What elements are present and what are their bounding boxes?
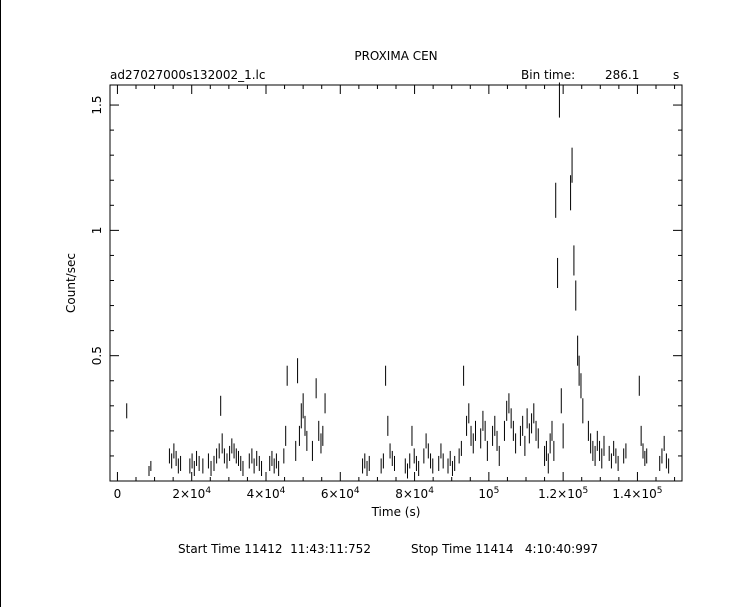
bin-time-unit: s xyxy=(673,68,679,82)
x-tick-label: 8×104 xyxy=(395,486,434,501)
footer-stop-time: Stop Time 11414 4:10:40:997 xyxy=(411,542,598,556)
bin-time-label: Bin time: xyxy=(521,68,575,82)
axis-ticks: 0 2×104 4×104 6×104 8×104 105 1.2×105 1.4×105 0.… xyxy=(90,85,682,501)
y-tick-label: 1.5 xyxy=(90,96,104,115)
x-tick-label: 105 xyxy=(478,486,499,501)
x-tick-label: 4×104 xyxy=(247,486,286,501)
x-tick-label: 2×104 xyxy=(172,486,211,501)
x-axis-label: Time (s) xyxy=(371,505,421,519)
data-points xyxy=(126,82,670,479)
x-tick-label: 1.4×105 xyxy=(612,486,662,501)
y-axis-label: Count/sec xyxy=(64,253,78,313)
footer-start-time: Start Time 11412 11:43:11:752 xyxy=(178,542,371,556)
chart-title: PROXIMA CEN xyxy=(354,49,437,63)
bin-time-value: 286.1 xyxy=(605,68,639,82)
x-tick-label: 0 xyxy=(114,487,122,501)
y-tick-label: 0.5 xyxy=(90,346,104,365)
plot-area xyxy=(109,84,683,482)
x-tick-label: 6×104 xyxy=(321,486,360,501)
x-tick-label: 1.2×105 xyxy=(538,486,588,501)
file-name-label: ad27027000s132002_1.lc xyxy=(110,68,266,82)
y-tick-label: 1 xyxy=(90,227,104,235)
